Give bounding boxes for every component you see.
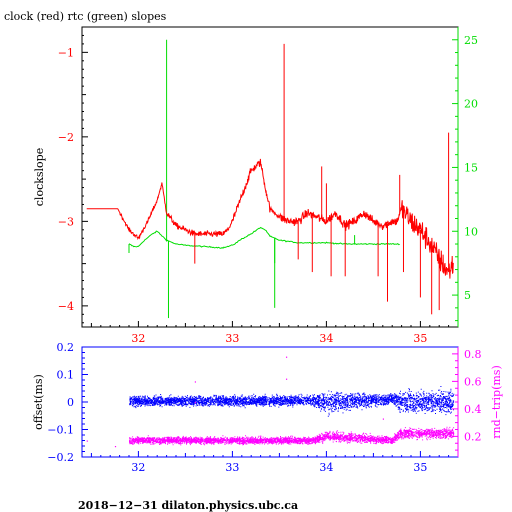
chart-title: clock (red) rtc (green) slopes bbox=[4, 10, 167, 23]
top-y-tick-label: −3 bbox=[58, 215, 74, 228]
top-y-tick-label: −1 bbox=[58, 46, 74, 59]
clock-series-line bbox=[86, 158, 454, 279]
bottom-y2-tick-label: 0.8 bbox=[464, 348, 482, 361]
bottom-axes: 32 33 34 35 0.2 0.1 0 −0.1 −0.2 0.8 0.6 0.4 0.2 bbox=[47, 341, 481, 474]
roundtrip-outlier-5 bbox=[285, 378, 288, 380]
bottom-y-axis-label: offset(ms) bbox=[32, 374, 45, 430]
bottom-plot-area bbox=[86, 356, 455, 448]
footer-text: 2018−12−31 dilaton.physics.ubc.ca bbox=[78, 499, 298, 512]
bottom-y-tick-label: 0.1 bbox=[57, 369, 75, 382]
top-x-tick-label: 34 bbox=[319, 332, 333, 345]
bottom-y-tick-label: 0.2 bbox=[57, 341, 75, 354]
top-plot-area bbox=[86, 39, 454, 319]
top-y2-tick-label: 25 bbox=[464, 34, 478, 47]
bottom-y2-tick-label: 0.4 bbox=[464, 403, 482, 416]
bottom-x-tick-label: 34 bbox=[319, 461, 333, 474]
top-y-tick-label: −4 bbox=[58, 300, 74, 313]
bottom-y2-axis-label: rnd−trip(ms) bbox=[490, 365, 503, 439]
top-x-tick-label: 32 bbox=[131, 332, 145, 345]
top-chart: 32 33 34 35 −1 −2 −3 −4 5 10 15 20 25 clockslope bbox=[33, 26, 478, 345]
bottom-y2-tick-label: 0.2 bbox=[464, 430, 482, 443]
roundtrip-outlier-6 bbox=[382, 418, 384, 420]
roundtrip-outlier-2 bbox=[194, 381, 196, 383]
top-x-tick-label: 33 bbox=[225, 332, 239, 345]
top-plot-frame bbox=[81, 26, 459, 328]
top-y2-tick-label: 10 bbox=[464, 225, 478, 238]
top-y2-tick-label: 20 bbox=[464, 98, 478, 111]
bottom-y-tick-label: 0 bbox=[67, 396, 74, 409]
bottom-y-tick-label: −0.2 bbox=[47, 451, 74, 464]
roundtrip-points bbox=[129, 426, 455, 446]
top-x-tick-label: 35 bbox=[413, 332, 427, 345]
bottom-x-tick-label: 33 bbox=[225, 461, 239, 474]
roundtrip-outlier-4 bbox=[285, 356, 288, 358]
bottom-x-tick-label: 32 bbox=[131, 461, 145, 474]
bottom-y2-tick-label: 0.6 bbox=[464, 375, 482, 388]
top-axes: 32 33 34 35 −1 −2 −3 −4 5 10 15 20 25 bbox=[58, 27, 478, 345]
top-y2-tick-label: 15 bbox=[464, 161, 478, 174]
offset-points bbox=[129, 386, 455, 417]
bottom-x-tick-label: 35 bbox=[413, 461, 427, 474]
top-y-tick-label: −2 bbox=[58, 131, 74, 144]
rtc-series-line bbox=[128, 226, 400, 249]
top-y-axis-label: clockslope bbox=[33, 148, 46, 206]
roundtrip-outlier-0 bbox=[86, 440, 88, 442]
bottom-chart: 32 33 34 35 0.2 0.1 0 −0.1 −0.2 0.8 0.6 0.4 0.2 offs… bbox=[32, 341, 503, 474]
roundtrip-outlier-1 bbox=[114, 446, 117, 448]
roundtrip-outlier-3 bbox=[194, 402, 196, 404]
bottom-y-tick-label: −0.1 bbox=[47, 424, 74, 437]
top-y2-tick-label: 5 bbox=[464, 289, 471, 302]
